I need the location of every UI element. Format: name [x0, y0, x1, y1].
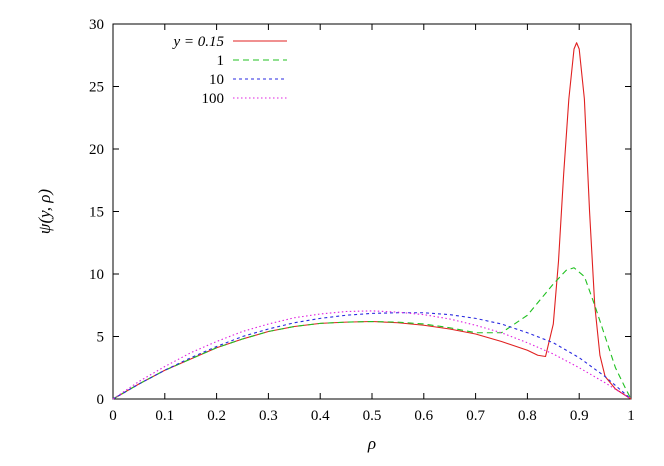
x-tick-label: 0.1 — [155, 408, 174, 424]
y-axis-label: ψ(y, ρ) — [35, 189, 54, 234]
y-tick-label: 15 — [89, 205, 104, 221]
series-line-3 — [112, 310, 632, 400]
x-tick-label: 0.7 — [466, 408, 485, 424]
x-axis-ticks: 0 0.1 0.2 0.3 0.4 0.5 0.6 0.7 0.8 0.9 1 — [109, 24, 635, 424]
series-line-2 — [112, 312, 632, 400]
plot-frame — [112, 23, 632, 400]
y-tick-label: 10 — [89, 267, 104, 283]
x-tick-label: 0.4 — [311, 408, 330, 424]
y-tick-label: 25 — [89, 80, 104, 96]
legend: y = 0.15 1 10 100 — [171, 34, 287, 107]
x-axis-label: ρ — [367, 434, 376, 453]
x-tick-label: 0 — [109, 408, 117, 424]
legend-label-3: 100 — [202, 91, 225, 107]
y-tick-label: 0 — [97, 392, 105, 408]
x-tick-label: 0.5 — [363, 408, 382, 424]
y-tick-label: 5 — [97, 330, 105, 346]
series-line-1 — [112, 267, 632, 400]
legend-label-2: 10 — [209, 72, 224, 88]
legend-label-0: y = 0.15 — [171, 34, 224, 50]
x-tick-label: 0.3 — [259, 408, 278, 424]
x-tick-label: 0.9 — [570, 408, 589, 424]
x-tick-label: 0.2 — [207, 408, 226, 424]
series-layer — [112, 42, 632, 400]
x-tick-label: 1 — [627, 408, 635, 424]
y-axis-ticks: 0 5 10 15 20 25 30 — [89, 17, 631, 408]
y-tick-label: 30 — [89, 17, 104, 33]
x-tick-label: 0.6 — [414, 408, 433, 424]
series-line-0 — [112, 42, 632, 400]
x-tick-label: 0.8 — [518, 408, 537, 424]
y-tick-label: 20 — [89, 142, 104, 158]
legend-label-1: 1 — [217, 53, 225, 69]
